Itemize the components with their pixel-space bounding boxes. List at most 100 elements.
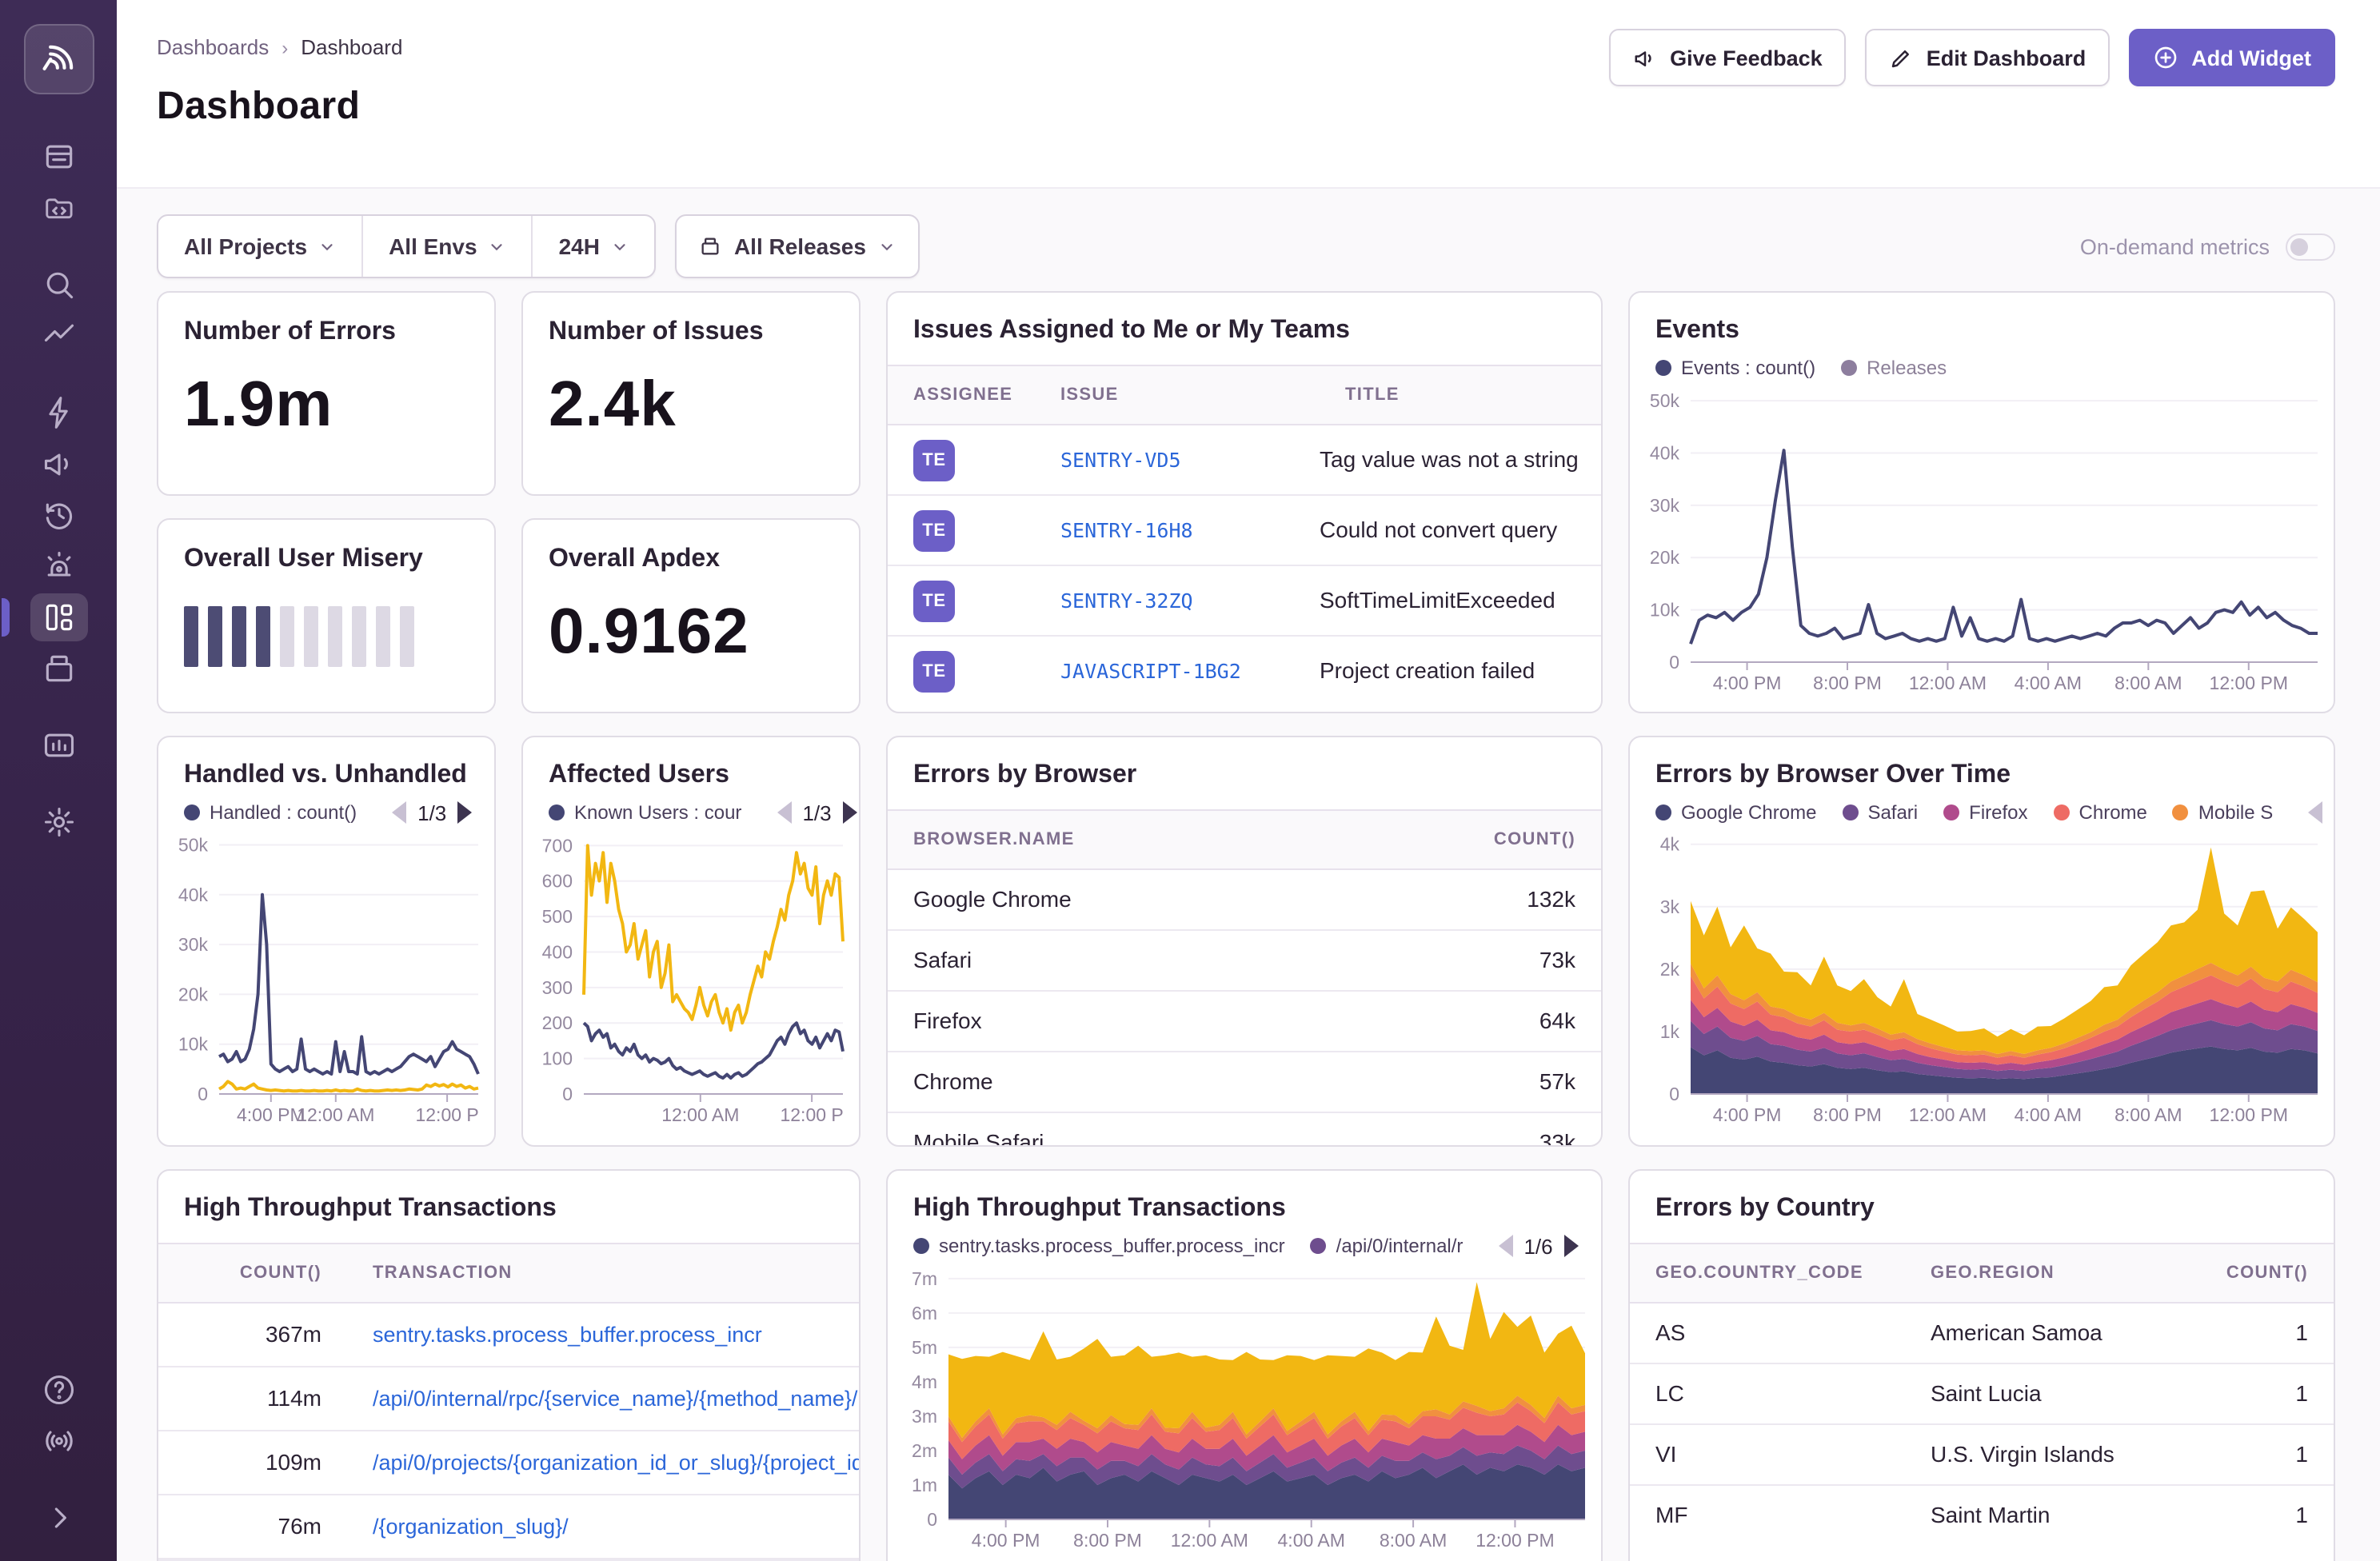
legend-item[interactable]: Releases (1841, 357, 1947, 379)
count-cell: 367m (265, 1320, 321, 1346)
svg-text:8:00 AM: 8:00 AM (1380, 1530, 1447, 1551)
pager-next-icon[interactable] (457, 801, 473, 824)
pager-prev-icon[interactable] (2308, 801, 2323, 824)
svg-text:12:00 PM: 12:00 PM (2210, 673, 2288, 693)
count-cell: 73k (1539, 946, 1575, 972)
sidebar-item-feedback[interactable] (30, 440, 87, 488)
table-row: TE JAVASCRIPT-1BG2 Project creation failed (888, 637, 1601, 707)
transaction-link[interactable]: /api/0/internal/rpc/{service_name}/{meth… (373, 1386, 858, 1410)
sidebar-item-releases[interactable] (30, 645, 87, 693)
issue-link[interactable]: SENTRY-VD5 (1060, 447, 1181, 471)
widget-title: Handled vs. Unhandled (184, 761, 467, 788)
svg-text:5m: 5m (912, 1337, 937, 1358)
ondemand-metrics-toggle[interactable] (2286, 233, 2335, 260)
sidebar-item-replays[interactable] (30, 491, 87, 539)
assignee-cell: TE (888, 509, 1035, 551)
svg-text:7m: 7m (912, 1268, 937, 1289)
legend-item[interactable]: Known Users : cour (549, 801, 741, 824)
sidebar-item-stats[interactable] (30, 721, 87, 769)
svg-text:12:00 PM: 12:00 PM (2210, 1104, 2288, 1125)
svg-text:600: 600 (542, 871, 573, 892)
widget-errors-by-browser-over-time: Errors by Browser Over Time Google Chrom… (1628, 736, 2335, 1147)
page-filters: All Projects All Envs 24H (157, 214, 656, 278)
pager-prev-icon[interactable] (392, 801, 407, 824)
legend-dot-icon (2172, 804, 2189, 820)
table-row: 109m/api/0/projects/{organization_id_or_… (158, 1431, 859, 1495)
add-widget-button[interactable]: Add Widget (2129, 29, 2335, 86)
legend-pager: 1/6 (1488, 1234, 1579, 1258)
table-row: MF Saint Martin 1 (1630, 1486, 2334, 1547)
sidebar-item-alerts[interactable] (30, 542, 87, 590)
legend-item[interactable]: Events : count() (1655, 357, 1815, 379)
legend-item[interactable]: Handled : count() (184, 801, 357, 824)
svg-text:3m: 3m (912, 1406, 937, 1427)
project-filter[interactable]: All Projects (158, 216, 361, 277)
edit-dashboard-button[interactable]: Edit Dashboard (1865, 29, 2110, 86)
transaction-link[interactable]: /api/0/projects/{organization_id_or_slug… (373, 1450, 859, 1474)
misery-bar (304, 606, 318, 667)
transaction-link[interactable]: /{organization_slug}/ (373, 1514, 569, 1538)
legend-item[interactable]: Mobile S (2172, 801, 2273, 824)
issue-title-cell: Could not convert query (1320, 516, 1558, 541)
widget-title: Errors by Country (1655, 1195, 1875, 1222)
table-row: TE SENTRY-32ZQ SoftTimeLimitExceeded (888, 566, 1601, 637)
release-filter[interactable]: All Releases (674, 214, 920, 278)
legend-dot-icon (1943, 804, 1960, 820)
svg-text:2k: 2k (1660, 959, 1680, 980)
sidebar-item-whats-new[interactable] (30, 1417, 87, 1465)
sidebar-item-collapse[interactable] (30, 1494, 87, 1542)
sidebar-item-boost[interactable] (30, 389, 87, 437)
widget-title: Errors by Browser (913, 761, 1137, 788)
svg-text:200: 200 (542, 1012, 573, 1033)
legend-item[interactable]: Chrome (2053, 801, 2147, 824)
transaction-link[interactable]: sentry.tasks.process_buffer.process_incr (373, 1322, 762, 1346)
table-row: Chrome 57k (888, 1052, 1601, 1113)
environment-filter[interactable]: All Envs (361, 216, 532, 277)
issue-link[interactable]: JAVASCRIPT-1BG2 (1060, 659, 1241, 683)
sidebar-item-dashboards[interactable] (1, 593, 87, 641)
issue-title-cell: Tag value was not a string (1320, 445, 1579, 471)
sidebar-item-projects[interactable] (30, 184, 87, 232)
count-cell: 1 (2295, 1319, 2308, 1344)
region-cell: American Samoa (1931, 1319, 2102, 1344)
issues-icon (45, 145, 72, 169)
legend-item[interactable]: Firefox (1943, 801, 2028, 824)
pager-next-icon[interactable] (1563, 1235, 1579, 1257)
pager-prev-icon[interactable] (777, 801, 792, 824)
svg-text:50k: 50k (1650, 390, 1680, 411)
give-feedback-button[interactable]: Give Feedback (1609, 29, 1847, 86)
sidebar-item-explore[interactable] (30, 261, 87, 309)
sidebar-item-help[interactable] (30, 1366, 87, 1414)
issue-link[interactable]: SENTRY-16H8 (1060, 517, 1193, 541)
widget-issues-assigned: Issues Assigned to Me or My Teams ASSIGN… (886, 291, 1603, 713)
legend-item[interactable]: /api/0/internal/r (1310, 1235, 1463, 1257)
sidebar-item-insights[interactable] (30, 312, 87, 360)
legend-dot-icon (1655, 804, 1671, 820)
svg-text:4k: 4k (1660, 834, 1680, 855)
svg-text:4:00 PM: 4:00 PM (237, 1104, 305, 1125)
widget-affected-users: Affected Users Known Users : cour 1/3 0 10… (521, 736, 861, 1147)
breadcrumb-dashboards[interactable]: Dashboards (157, 35, 270, 59)
date-range-filter[interactable]: 24H (531, 216, 654, 277)
widget-number-of-issues: Number of Issues 2.4k (521, 291, 861, 496)
svg-text:4:00 PM: 4:00 PM (1713, 1104, 1782, 1125)
projects-icon (45, 198, 72, 219)
count-cell: 114m (267, 1384, 321, 1410)
sidebar-item-issues[interactable] (30, 133, 87, 181)
sentry-logo[interactable] (23, 24, 94, 94)
legend-item[interactable]: Google Chrome (1655, 801, 1816, 824)
sidebar-item-settings[interactable] (30, 798, 87, 846)
avatar: TE (913, 651, 955, 693)
issue-link[interactable]: SENTRY-32ZQ (1060, 588, 1193, 612)
widget-title: Overall Apdex (549, 545, 721, 573)
legend-item[interactable]: Safari (1842, 801, 1918, 824)
avatar: TE (913, 439, 955, 481)
issue-cell: SENTRY-VD5 (1035, 445, 1320, 474)
chevron-down-icon (491, 243, 503, 250)
legend-item[interactable]: sentry.tasks.process_buffer.process_incr (913, 1235, 1285, 1257)
pager-prev-icon[interactable] (1498, 1235, 1513, 1257)
pager-next-icon[interactable] (842, 801, 857, 824)
svg-text:12:00 AM: 12:00 AM (1909, 673, 1987, 693)
svg-text:8:00 AM: 8:00 AM (2114, 673, 2182, 693)
svg-text:4:00 PM: 4:00 PM (972, 1530, 1040, 1551)
